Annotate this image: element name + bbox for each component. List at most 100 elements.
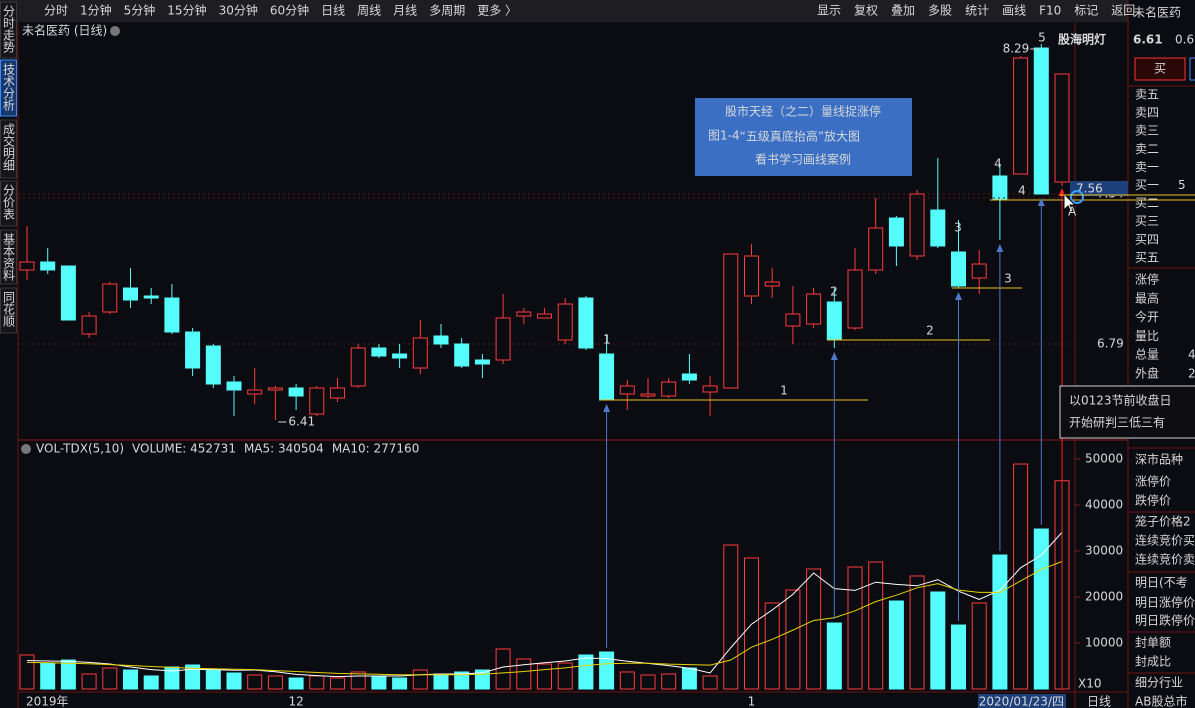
side-tab-label[interactable]: 分价表 xyxy=(2,184,16,220)
candle-body xyxy=(578,297,594,349)
volume-bar xyxy=(661,673,677,690)
tool-button[interactable]: 复权 xyxy=(854,4,878,18)
info-label: 深市品种 xyxy=(1135,452,1183,467)
period-tab[interactable]: 5分钟 xyxy=(124,3,156,18)
candle-body xyxy=(619,385,635,395)
title-dropdown[interactable] xyxy=(110,26,120,36)
stat-value: 4 xyxy=(1188,348,1195,362)
info-label: 连续竞价卖 xyxy=(1135,552,1195,567)
y-tick-label: 50000 xyxy=(1085,452,1123,466)
volume-header: MA5: 340504 xyxy=(244,442,324,456)
side-tab-label[interactable]: 分时走势 xyxy=(2,5,16,53)
candle-body xyxy=(454,343,470,367)
tool-button[interactable]: 画线 xyxy=(1002,4,1026,18)
tool-button[interactable]: 显示 xyxy=(817,4,841,18)
buy-button-bg[interactable] xyxy=(1134,57,1186,81)
side-tab-bg[interactable] xyxy=(0,229,17,285)
side-tab-label[interactable]: 同花顺 xyxy=(2,291,16,327)
note-line: 看书学习画线案例 xyxy=(755,152,851,167)
volume-bar xyxy=(123,669,138,690)
period-tab[interactable]: 分时 xyxy=(44,4,68,18)
tool-button[interactable]: 统计 xyxy=(965,4,989,18)
candle-body xyxy=(868,227,884,271)
wave-label: 1 xyxy=(603,333,611,347)
candle-body xyxy=(371,347,387,357)
candle-body xyxy=(951,251,966,287)
y-tick-label: 20000 xyxy=(1085,590,1123,604)
period-tab[interactable]: 日线 xyxy=(321,4,345,18)
tool-button[interactable]: 多股 xyxy=(928,4,952,18)
support-label: 4 xyxy=(1018,184,1026,198)
stat-label: 最高 xyxy=(1135,290,1159,305)
volume-bar xyxy=(619,671,635,690)
order-book-label: 卖二 xyxy=(1135,142,1159,156)
arrow-head xyxy=(603,404,611,412)
candle-body xyxy=(288,387,304,397)
wave-label: 2 xyxy=(830,285,838,299)
indicator-dropdown[interactable] xyxy=(21,444,31,454)
volume-bar xyxy=(371,675,387,690)
volume-bar xyxy=(1013,463,1029,690)
side-tab-bg[interactable] xyxy=(0,180,17,227)
volume-bar xyxy=(267,675,283,690)
tool-button[interactable]: F10 xyxy=(1039,4,1061,18)
period-tab[interactable]: 多周期 xyxy=(429,4,465,18)
buy-button[interactable]: 买 xyxy=(1154,62,1166,76)
volume-bar xyxy=(309,675,325,690)
side-tab-bg[interactable] xyxy=(0,287,17,334)
volume-unit: X10 xyxy=(1078,677,1102,691)
y-tick-label: 6.79 xyxy=(1097,337,1124,351)
side-tab-bg[interactable] xyxy=(0,119,17,179)
period-tab[interactable]: 月线 xyxy=(393,4,417,18)
stat-label: 总量 xyxy=(1135,348,1159,362)
tool-button[interactable]: 标记 xyxy=(1074,4,1098,18)
info-label: 封单额 xyxy=(1135,636,1171,650)
period-tab[interactable]: 60分钟 xyxy=(270,3,309,18)
wave-label: 5 xyxy=(1038,31,1046,45)
arrow-head xyxy=(955,292,962,300)
volume-bar xyxy=(454,671,470,690)
x-tick-label: 2019年 xyxy=(26,695,69,708)
side-tab-label[interactable]: 基本资料 xyxy=(2,233,16,281)
volume-bar xyxy=(785,589,801,690)
order-book-label: 卖一 xyxy=(1135,160,1159,174)
tool-button[interactable]: 叠加 xyxy=(891,4,915,18)
candle-body xyxy=(330,387,345,399)
last-price: 6.61 xyxy=(1133,33,1163,47)
volume-bar xyxy=(951,624,966,690)
cursor-date-bg xyxy=(978,694,1066,708)
candle-body xyxy=(143,295,159,299)
volume-bar xyxy=(1033,528,1049,690)
volume-bar xyxy=(330,677,345,690)
watermark: 股海明灯 xyxy=(1058,32,1106,47)
stock-name: 未名医药 xyxy=(1133,5,1181,20)
volume-bar xyxy=(764,602,780,690)
side-tab-label[interactable]: 成交明细 xyxy=(2,123,16,171)
side-tab-bg[interactable] xyxy=(0,1,17,59)
y-tick-label: 40000 xyxy=(1085,498,1123,512)
side-tab-bg[interactable] xyxy=(0,59,17,117)
period-tab[interactable]: 15分钟 xyxy=(167,3,206,18)
candle-body xyxy=(702,385,718,393)
candle-body xyxy=(537,313,552,319)
volume-bar xyxy=(495,648,511,690)
period-tab[interactable]: 周线 xyxy=(357,4,381,18)
volume-header: MA10: 277160 xyxy=(332,442,420,456)
period-tab[interactable]: 更多 〉 xyxy=(477,4,517,18)
side-tab-label[interactable]: 技术分析 xyxy=(2,63,16,112)
info-label: 跌停价 xyxy=(1135,493,1171,508)
volume-bar xyxy=(516,658,532,690)
period-tab[interactable]: 1分钟 xyxy=(80,3,112,18)
candle-body xyxy=(226,381,242,391)
info-label: AB股总市 xyxy=(1135,694,1187,708)
period-tab[interactable]: 30分钟 xyxy=(219,3,258,18)
support-label: 1 xyxy=(780,384,788,398)
volume-bar xyxy=(723,544,739,690)
tool-button[interactable]: 返回 xyxy=(1111,4,1135,18)
sell-button-bg[interactable] xyxy=(1189,57,1195,81)
order-book-label: 卖四 xyxy=(1135,106,1159,120)
cursor-label: A xyxy=(1068,205,1077,219)
volume-bar xyxy=(992,554,1008,690)
period-label: 日线 xyxy=(1087,695,1111,708)
